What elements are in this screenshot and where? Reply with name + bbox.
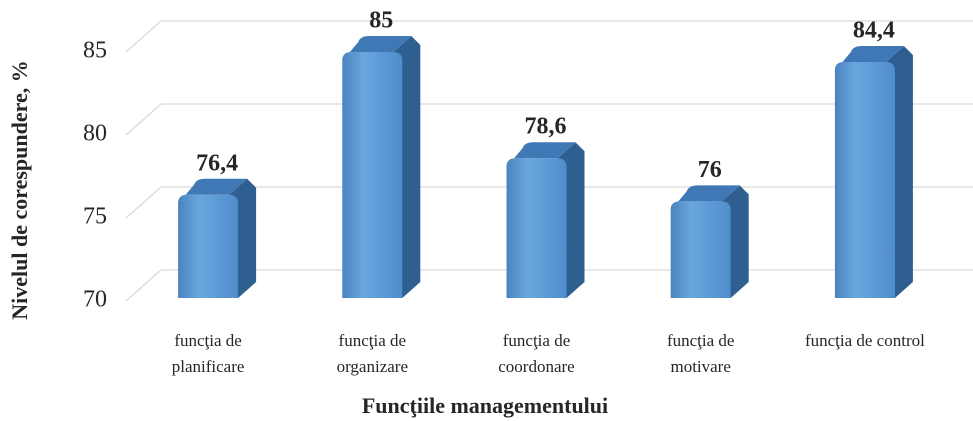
y-tick-label: 80 [83, 121, 107, 147]
bar-top [506, 142, 576, 168]
grid-line [125, 20, 162, 53]
x-tick-label: funcţia de organizare [336, 331, 408, 376]
bar [178, 194, 239, 298]
bar-top [834, 45, 904, 71]
bar [342, 52, 403, 298]
data-label: 76 [698, 157, 722, 183]
data-label: 84,4 [853, 17, 895, 43]
bar [834, 61, 895, 299]
bar [670, 201, 731, 298]
y-axis-title: Nivelul de corespundere, % [7, 60, 32, 320]
x-tick-label: funcţia de motivare [666, 331, 735, 376]
bar-top [670, 185, 740, 211]
grid-line [125, 103, 162, 136]
y-tick-label: 70 [83, 287, 107, 313]
bar-top [178, 178, 248, 204]
grid-line [125, 186, 162, 219]
y-tick-label: 75 [83, 204, 107, 230]
data-label: 76,4 [196, 150, 238, 176]
x-tick-label: funcţia de coordonare [498, 331, 575, 376]
bar [506, 158, 567, 298]
grid-line [125, 269, 162, 302]
data-label: 85 [369, 8, 393, 34]
bar-top [342, 36, 412, 61]
y-tick-label: 85 [83, 38, 107, 64]
x-tick-label: funcţia de control [804, 331, 925, 350]
x-tick-label: funcţia de planificare [171, 331, 245, 376]
x-axis-title: Funcţiile managementului [362, 393, 608, 418]
data-label: 78,6 [525, 114, 567, 140]
